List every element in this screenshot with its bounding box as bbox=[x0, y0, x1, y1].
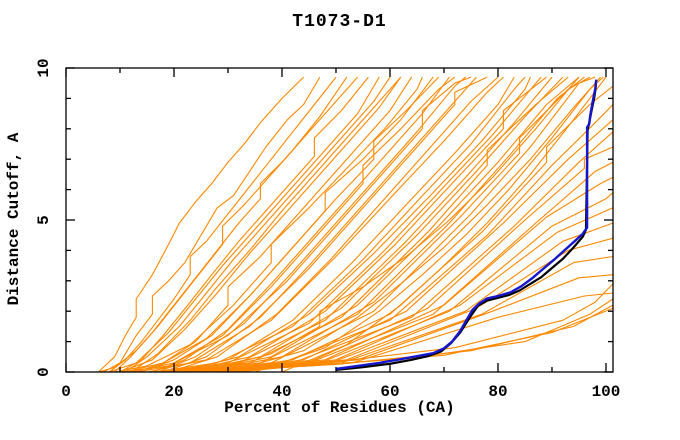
model-ensemble-curve bbox=[103, 76, 321, 373]
model-ensemble-curve bbox=[168, 76, 569, 373]
x-tick-label: 100 bbox=[592, 383, 621, 401]
model-ensemble-curve bbox=[227, 207, 614, 373]
model-ensemble-curve bbox=[163, 76, 477, 373]
model-ensemble-curve bbox=[98, 76, 304, 373]
x-tick-label: 20 bbox=[164, 383, 183, 401]
model-ensemble-curve bbox=[108, 76, 337, 373]
plot-title: T1073-D1 bbox=[292, 12, 387, 32]
y-tick-label: 5 bbox=[35, 215, 53, 225]
plot-border bbox=[65, 67, 614, 373]
model-ensemble-curve bbox=[109, 76, 380, 373]
highlight-model-blue-curve bbox=[335, 79, 598, 371]
model-ensemble-curve bbox=[184, 283, 614, 373]
model-ensemble-curve bbox=[200, 76, 591, 373]
y-tick-label: 0 bbox=[35, 367, 53, 377]
y-axis-label: Distance Cutoff, A bbox=[5, 132, 23, 306]
model-ensemble-curve bbox=[217, 146, 614, 373]
model-ensemble-curve bbox=[152, 76, 526, 373]
model-ensemble-curve bbox=[163, 298, 614, 373]
model-ensemble-curve bbox=[179, 76, 531, 373]
x-tick-label: 60 bbox=[380, 383, 399, 401]
model-ensemble-curve bbox=[125, 76, 391, 373]
model-ensemble-curve bbox=[146, 76, 504, 373]
model-ensemble-curve bbox=[227, 76, 602, 373]
model-ensemble-curve bbox=[119, 76, 369, 373]
model-ensemble-curve bbox=[168, 76, 499, 373]
model-ensemble-curve bbox=[130, 76, 402, 373]
model-ensemble-curve bbox=[157, 76, 466, 373]
model-ensemble-curve bbox=[119, 76, 402, 373]
y-tick-label: 10 bbox=[35, 58, 53, 77]
model-ensemble-curve bbox=[125, 76, 439, 373]
model-ensemble-curve bbox=[173, 76, 515, 373]
model-ensemble-curve bbox=[136, 76, 413, 373]
model-ensemble-curve bbox=[195, 76, 580, 373]
model-ensemble-curve bbox=[114, 76, 359, 373]
model-ensemble-curve bbox=[114, 76, 423, 373]
model-ensemble-curve bbox=[173, 76, 585, 373]
x-tick-label: 40 bbox=[272, 383, 291, 401]
x-tick-label: 0 bbox=[61, 383, 71, 401]
model-ensemble-curve bbox=[211, 119, 614, 373]
model-ensemble-curve bbox=[200, 76, 580, 373]
x-tick-label: 80 bbox=[488, 383, 507, 401]
model-ensemble-curve bbox=[136, 76, 488, 373]
model-ensemble-curve bbox=[163, 76, 553, 373]
model-ensemble-curve bbox=[157, 76, 542, 373]
model-ensemble-curve bbox=[281, 76, 607, 373]
model-ensemble-curve bbox=[119, 76, 472, 373]
model-ensemble-curve bbox=[130, 76, 456, 373]
model-ensemble-curve bbox=[222, 176, 614, 373]
model-ensemble-curve bbox=[254, 76, 604, 373]
x-axis-label: Percent of Residues (CA) bbox=[224, 399, 455, 417]
model-ensemble-curve bbox=[184, 76, 547, 373]
